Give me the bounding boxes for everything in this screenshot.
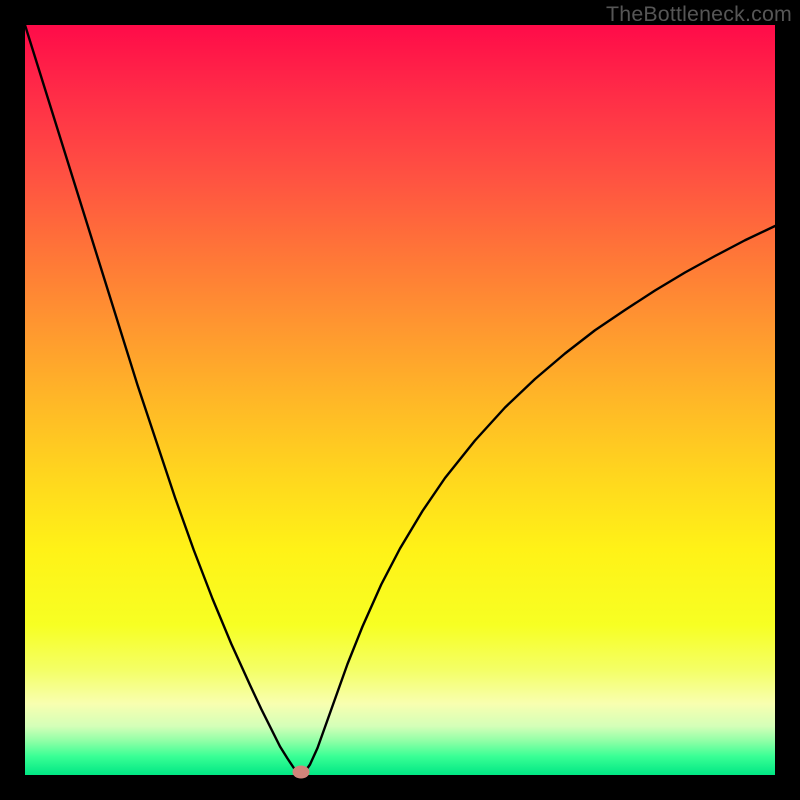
curve-right-branch [301, 226, 775, 775]
chart-frame: TheBottleneck.com [0, 0, 800, 800]
bottleneck-curve [25, 25, 775, 775]
optimum-marker [293, 766, 310, 779]
curve-left-branch [25, 25, 301, 775]
watermark-text: TheBottleneck.com [606, 2, 792, 27]
plot-area [25, 25, 775, 775]
